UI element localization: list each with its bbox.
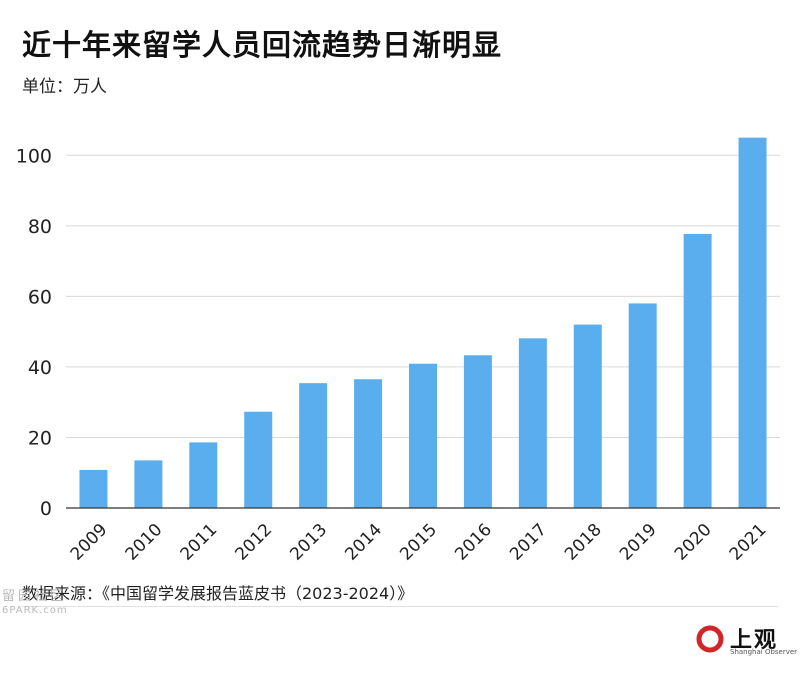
unit-label: 单位：万人: [22, 77, 107, 97]
x-tick-label: 2012: [232, 520, 277, 565]
bar-2016: [463, 355, 492, 508]
x-tick-label: 2010: [122, 520, 167, 565]
x-tick-label: 2020: [671, 520, 716, 565]
page-title: 近十年来留学人员回流趋势日渐明显: [22, 28, 503, 62]
x-tick-label: 2013: [286, 520, 331, 565]
y-tick-label: 80: [28, 216, 52, 238]
bar-2010: [134, 460, 163, 508]
footer-divider: [22, 606, 778, 607]
bar-2021: [738, 137, 767, 509]
bar-2015: [409, 363, 437, 508]
x-tick-label: 2018: [561, 520, 606, 565]
bar-2012: [244, 411, 273, 508]
bar-2013: [299, 383, 328, 508]
bar-2017: [518, 338, 547, 508]
y-tick-label: 0: [40, 498, 52, 520]
bar-2020: [683, 233, 712, 508]
watermark-en: 6PARK.com: [2, 605, 68, 616]
y-tick-labels: 0 20 40 60 80 100: [16, 145, 52, 520]
x-tick-label: 2015: [396, 520, 441, 565]
y-tick-label: 20: [28, 427, 52, 449]
brand-name-en: Shanghai Observer: [730, 648, 798, 656]
source-note: 数据来源：《中国留学发展报告蓝皮书（2023-2024）》: [22, 584, 414, 603]
brand-logo-icon: [696, 625, 724, 653]
brand-name: 上观: [730, 628, 779, 653]
x-tick-label: 2009: [67, 520, 112, 565]
y-tick-label: 60: [28, 286, 52, 308]
x-tick-label: 2021: [726, 520, 771, 565]
bar-2011: [189, 442, 218, 508]
x-tick-label: 2014: [341, 520, 386, 565]
x-tick-label: 2017: [506, 520, 551, 565]
brand-logo: 上观 Shanghai Observer: [696, 622, 797, 656]
watermark-cn: 留园社区: [2, 589, 67, 604]
y-tick-label: 100: [16, 145, 52, 167]
x-tick-labels: 2009 2010 2011 2012 2013 2014 2015 2016 2017 2018…: [67, 520, 771, 565]
bar-2019: [628, 303, 657, 508]
x-tick-label: 2011: [177, 520, 222, 565]
watermark: 留园社区 6PARK.com: [2, 590, 68, 618]
bar-2009: [79, 469, 108, 508]
bar-2018: [573, 324, 602, 508]
bars: [79, 137, 767, 509]
bar-2014: [354, 379, 383, 508]
y-tick-label: 40: [28, 357, 52, 379]
x-tick-label: 2016: [451, 520, 496, 565]
x-tick-label: 2019: [616, 520, 661, 565]
